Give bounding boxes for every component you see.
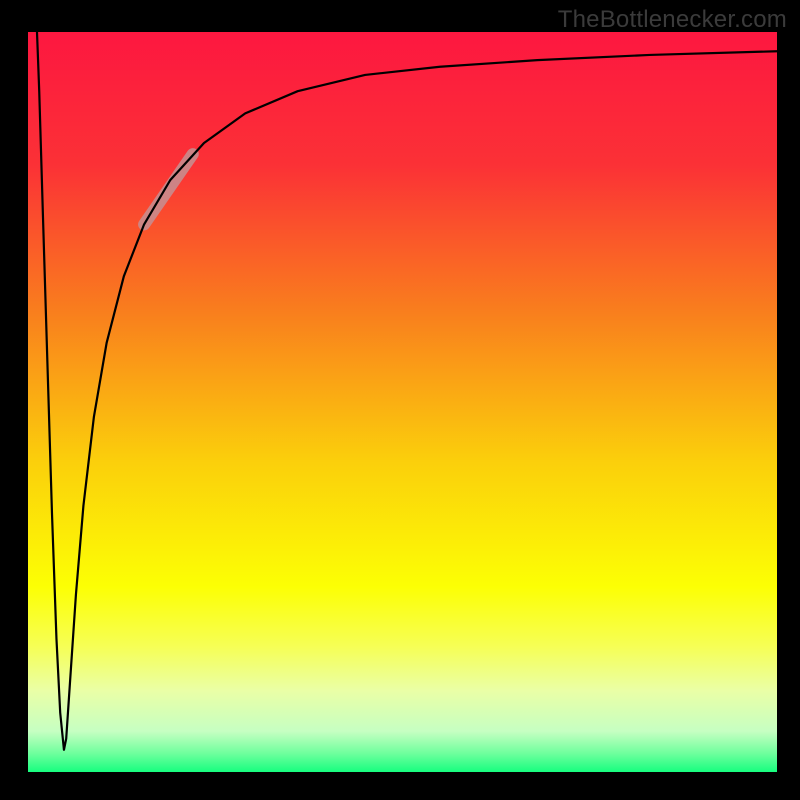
plot-area xyxy=(28,32,777,772)
watermark-text: TheBottlenecker.com xyxy=(558,6,787,34)
bottleneck-curve xyxy=(37,32,777,750)
curve-layer xyxy=(28,32,777,772)
